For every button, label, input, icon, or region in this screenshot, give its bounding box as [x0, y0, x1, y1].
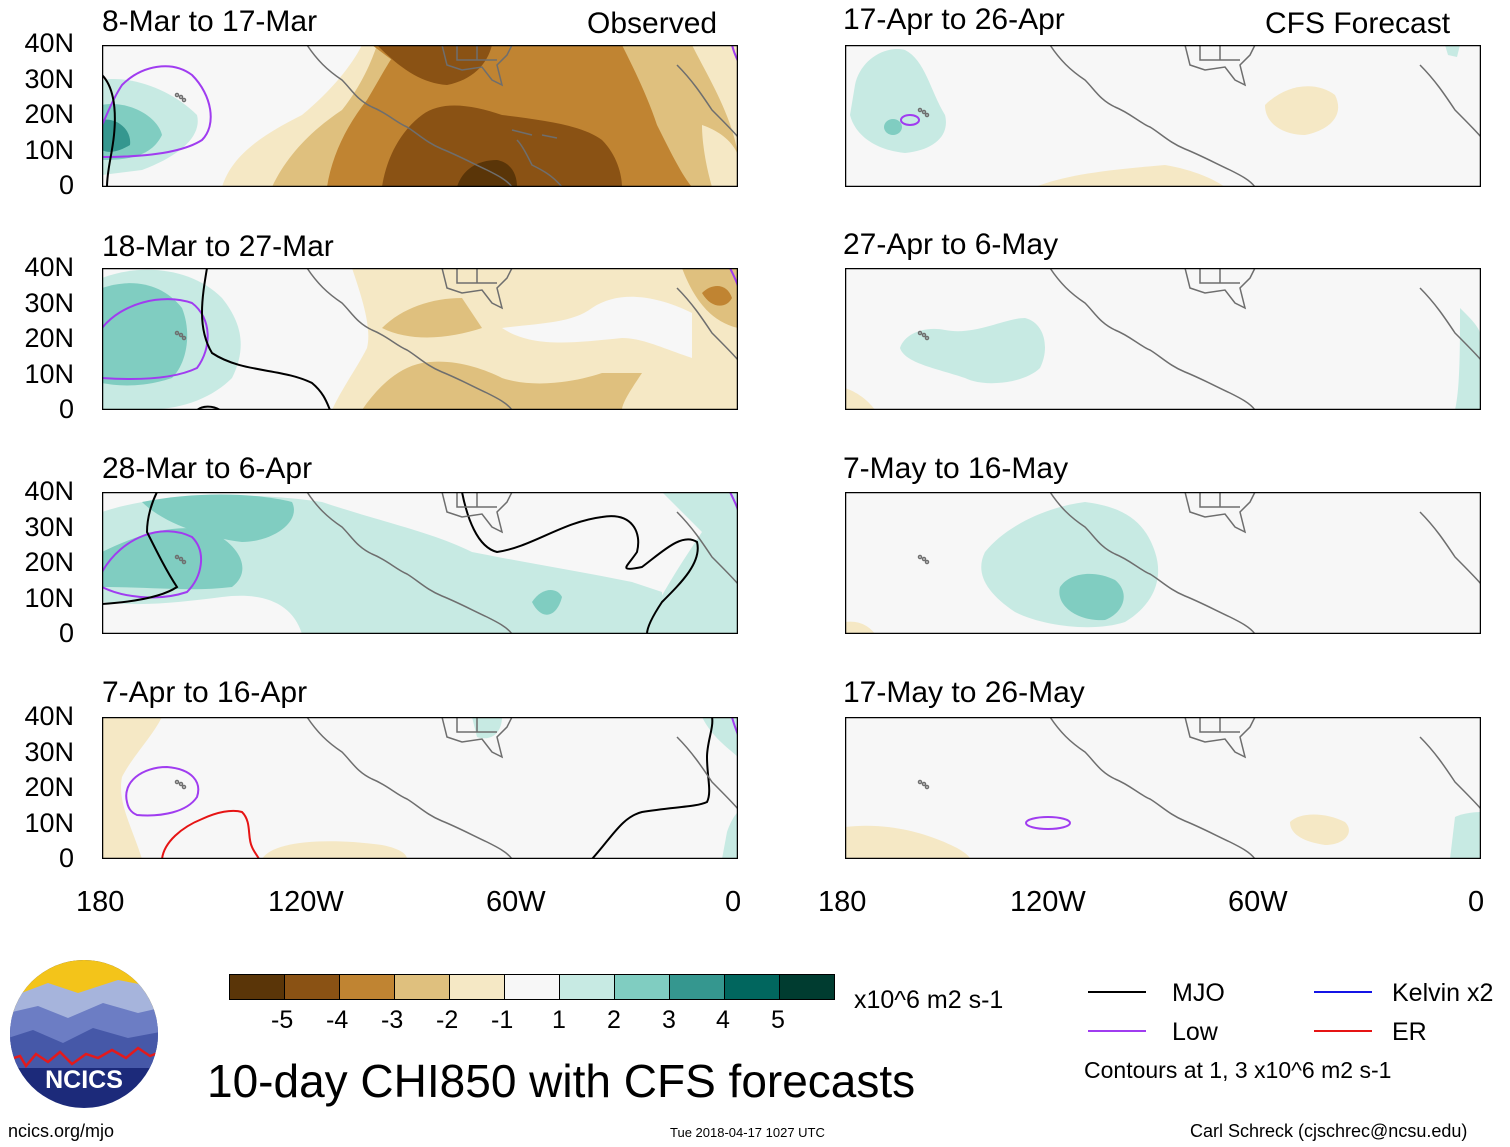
map-panel-4	[102, 717, 738, 859]
map-panel-5	[845, 45, 1481, 187]
legend-kelvin-line	[1314, 991, 1372, 993]
x-tick-label: 180	[76, 886, 125, 918]
y-tick-label: 40N	[24, 252, 74, 282]
y-tick-label: 40N	[24, 476, 74, 506]
forecast-label: CFS Forecast	[1265, 7, 1451, 40]
map-panel-7	[845, 492, 1481, 634]
observed-label: Observed	[587, 7, 718, 40]
y-tick-label: 30N	[24, 64, 74, 94]
y-tick-label: 20N	[24, 772, 74, 802]
legend-er-label: ER	[1392, 1018, 1427, 1046]
panel-6-title: 27-Apr to 6-May	[843, 228, 1059, 261]
colorbar-swatch	[450, 975, 505, 999]
y-tick-label: 0	[58, 170, 74, 200]
colorbar	[229, 974, 835, 1000]
legend-mjo-line	[1088, 991, 1146, 993]
x-tick-label: 120W	[1010, 886, 1086, 918]
legend-low-label: Low	[1172, 1018, 1218, 1046]
panel-5-title: 17-Apr to 26-Apr	[843, 3, 1065, 36]
colorbar-units: x10^6 m2 s-1	[854, 986, 1004, 1014]
legend-kelvin-label: Kelvin x2	[1392, 979, 1494, 1007]
y-tick-label: 10N	[24, 583, 74, 613]
footer-timestamp: Tue 2018-04-17 1027 UTC	[670, 1125, 825, 1140]
figure-title: 10-day CHI850 with CFS forecasts	[207, 1055, 916, 1107]
legend-mjo-label: MJO	[1172, 979, 1225, 1007]
legend-low-line	[1088, 1030, 1146, 1032]
y-tick-label: 20N	[24, 323, 74, 353]
colorbar-swatch	[230, 975, 285, 999]
y-tick-label: 0	[58, 618, 74, 648]
y-tick-label: 10N	[24, 359, 74, 389]
map-panel-1	[102, 45, 738, 187]
ncics-logo: NCICS	[10, 960, 158, 1108]
panel-7-title: 7-May to 16-May	[843, 452, 1069, 485]
x-tick-label: 60W	[1228, 886, 1288, 918]
colorbar-swatch	[395, 975, 450, 999]
footer-author: Carl Schreck (cjschrec@ncsu.edu)	[1190, 1121, 1468, 1141]
panel-3-title: 28-Mar to 6-Apr	[102, 452, 313, 485]
x-tick-label: 60W	[486, 886, 546, 918]
y-tick-label: 10N	[24, 808, 74, 838]
logo-text: NCICS	[45, 1066, 123, 1094]
colorbar-label: -4	[326, 1006, 349, 1034]
colorbar-label: 2	[607, 1006, 621, 1034]
y-tick-label: 20N	[24, 99, 74, 129]
panel-4-title: 7-Apr to 16-Apr	[102, 676, 308, 709]
colorbar-swatch	[725, 975, 780, 999]
colorbar-swatch	[285, 975, 340, 999]
y-tick-label: 0	[58, 394, 74, 424]
colorbar-label: -2	[436, 1006, 459, 1034]
panel-8-title: 17-May to 26-May	[843, 676, 1085, 709]
colorbar-swatch	[340, 975, 395, 999]
y-tick-label: 20N	[24, 547, 74, 577]
map-panel-3	[102, 492, 738, 634]
panel-1-title: 8-Mar to 17-Mar	[102, 5, 318, 38]
footer-url: ncics.org/mjo	[8, 1121, 115, 1141]
y-tick-label: 30N	[24, 288, 74, 318]
map-panel-8	[845, 717, 1481, 859]
y-tick-label: 30N	[24, 512, 74, 542]
panel-2-title: 18-Mar to 27-Mar	[102, 230, 334, 263]
contours-note: Contours at 1, 3 x10^6 m2 s-1	[1084, 1057, 1392, 1083]
y-tick-label: 40N	[24, 28, 74, 58]
colorbar-label: -1	[491, 1006, 514, 1034]
x-tick-label: 180	[818, 886, 867, 918]
x-tick-label: 120W	[268, 886, 344, 918]
colorbar-label: 1	[552, 1006, 566, 1034]
colorbar-swatch	[560, 975, 615, 999]
y-tick-label: 30N	[24, 737, 74, 767]
y-tick-label: 10N	[24, 135, 74, 165]
colorbar-swatch	[615, 975, 670, 999]
x-tick-label: 0	[1468, 886, 1485, 918]
map-panel-6	[845, 268, 1481, 410]
colorbar-label: 4	[716, 1006, 730, 1034]
colorbar-swatch	[505, 975, 560, 999]
colorbar-label: 5	[771, 1006, 785, 1034]
legend-er-line	[1314, 1030, 1372, 1032]
x-tick-label: 0	[725, 886, 742, 918]
colorbar-swatch	[780, 975, 834, 999]
colorbar-label: -5	[271, 1006, 294, 1034]
colorbar-swatch	[670, 975, 725, 999]
colorbar-label: 3	[662, 1006, 676, 1034]
y-tick-label: 0	[58, 843, 74, 873]
colorbar-label: -3	[381, 1006, 404, 1034]
y-tick-label: 40N	[24, 701, 74, 731]
map-panel-2	[102, 268, 738, 410]
